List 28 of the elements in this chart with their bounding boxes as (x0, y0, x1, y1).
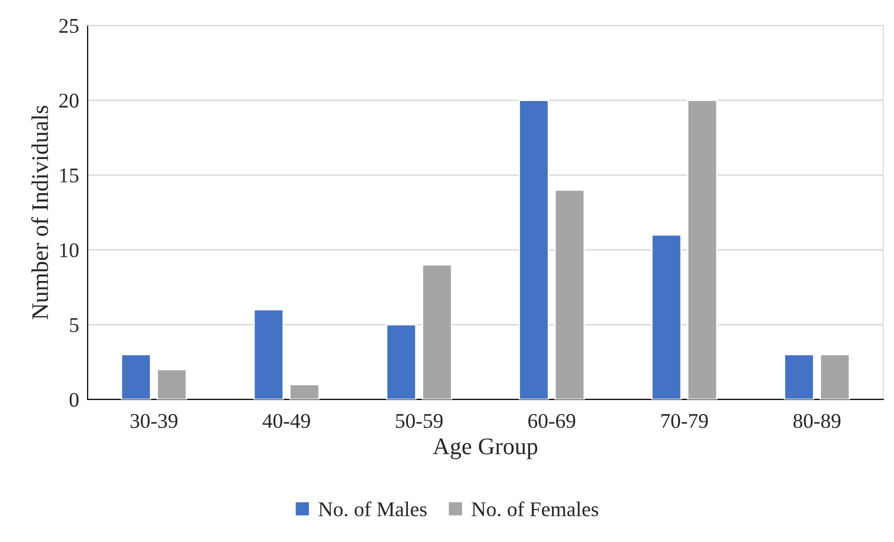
x-axis-title: Age Group (432, 438, 538, 460)
x-tick-label: 40-49 (262, 414, 310, 428)
y-tick-label: 20 (59, 94, 78, 108)
bar (422, 264, 452, 400)
y-tick-label: 10 (60, 243, 78, 258)
bar (518, 100, 550, 400)
x-tick-label: 50-59 (396, 414, 443, 428)
x-tick-label: 80-89 (793, 414, 840, 428)
bar (784, 354, 814, 400)
bar (554, 189, 585, 400)
bar (820, 354, 850, 400)
legend-label: No. of Females (472, 501, 598, 516)
bar (386, 324, 417, 400)
y-tick-label: 25 (59, 18, 78, 33)
legend-label: No. of Males (318, 501, 427, 516)
x-tick-label: 60-69 (528, 414, 576, 428)
bar (253, 309, 284, 400)
y-tick-label: 5 (70, 318, 78, 332)
bar (156, 368, 188, 400)
x-tick-label: 70-79 (661, 414, 708, 428)
bar (686, 100, 718, 400)
x-tick-label: 30-39 (130, 414, 178, 428)
y-tick-label: 0 (70, 392, 78, 407)
bar (289, 384, 320, 400)
bar (651, 234, 682, 400)
bar (120, 354, 152, 400)
y-tick-label: 15 (60, 168, 78, 182)
y-axis-title: Number of Individuals (31, 106, 48, 320)
